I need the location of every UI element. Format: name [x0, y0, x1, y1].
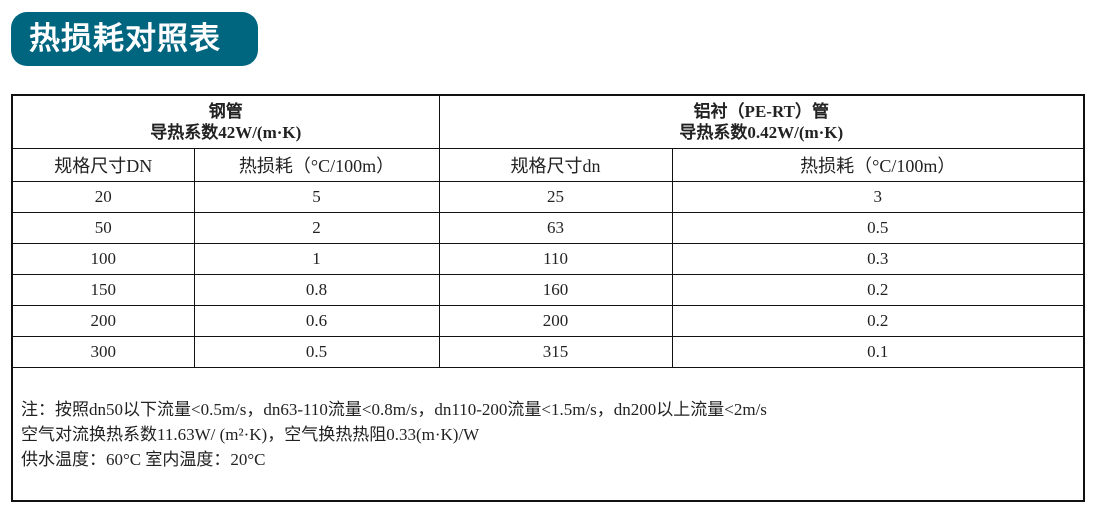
note-line: 空气对流换热系数11.63W/ (m²·K)，空气换热热阻0.33(m·K)/W	[21, 424, 480, 444]
group-header-row: 钢管导热系数42W/(m·K) 铝衬（PE-RT）管 导热系数0.42W/(m·K…	[11, 94, 1085, 149]
cell-dn: 300	[11, 336, 195, 368]
page-title: 热损耗对照表	[11, 12, 258, 66]
notes-cell: 注：按照dn50以下流量<0.5m/s，dn63-110流量<0.8m/s，dn…	[11, 367, 1085, 502]
cell-dn: 200	[11, 305, 195, 337]
steel-header: 钢管导热系数42W/(m·K)	[11, 94, 440, 149]
note-line: 供水温度：60°C 室内温度：20°C	[21, 449, 266, 469]
table-row: 300 0.5 315 0.1	[11, 336, 1085, 368]
cell-pert-loss: 3	[671, 181, 1085, 213]
table-row: 150 0.8 160 0.2	[11, 274, 1085, 306]
cell-dn2: 110	[438, 243, 673, 275]
col-pert-size: 规格尺寸dn	[438, 148, 673, 182]
notes-row: 注：按照dn50以下流量<0.5m/s，dn63-110流量<0.8m/s，dn…	[11, 367, 1085, 502]
cell-dn: 20	[11, 181, 195, 213]
pert-conductivity: 导热系数0.42W/(m·K)	[679, 123, 844, 142]
note-line: 注：按照dn50以下流量<0.5m/s，dn63-110流量<0.8m/s，dn…	[21, 399, 767, 419]
cell-steel-loss: 0.6	[193, 305, 440, 337]
cell-steel-loss: 5	[193, 181, 440, 213]
heat-loss-table: 钢管导热系数42W/(m·K) 铝衬（PE-RT）管 导热系数0.42W/(m·K…	[11, 94, 1086, 502]
table-row: 50 2 63 0.5	[11, 212, 1085, 244]
cell-dn2: 63	[438, 212, 673, 244]
col-steel-size: 规格尺寸DN	[11, 148, 195, 182]
table-row: 20 5 25 3	[11, 181, 1085, 213]
pert-name: 铝衬（PE-RT）管	[693, 102, 829, 121]
cell-steel-loss: 2	[193, 212, 440, 244]
column-header-row: 规格尺寸DN 热损耗（°C/100m） 规格尺寸dn 热损耗（°C/100m）	[11, 148, 1085, 182]
steel-name: 钢管	[208, 102, 243, 121]
cell-pert-loss: 0.2	[671, 305, 1085, 337]
cell-pert-loss: 0.5	[671, 212, 1085, 244]
cell-dn2: 160	[438, 274, 673, 306]
cell-dn2: 25	[438, 181, 673, 213]
cell-dn: 150	[11, 274, 195, 306]
cell-dn: 100	[11, 243, 195, 275]
col-pert-loss: 热损耗（°C/100m）	[671, 148, 1085, 182]
cell-steel-loss: 0.8	[193, 274, 440, 306]
cell-dn2: 200	[438, 305, 673, 337]
table-row: 200 0.6 200 0.2	[11, 305, 1085, 337]
cell-pert-loss: 0.1	[671, 336, 1085, 368]
col-steel-loss: 热损耗（°C/100m）	[193, 148, 440, 182]
cell-pert-loss: 0.3	[671, 243, 1085, 275]
cell-pert-loss: 0.2	[671, 274, 1085, 306]
table-row: 100 1 110 0.3	[11, 243, 1085, 275]
cell-steel-loss: 0.5	[193, 336, 440, 368]
steel-conductivity: 导热系数42W/(m·K)	[150, 123, 302, 142]
cell-dn: 50	[11, 212, 195, 244]
pert-header: 铝衬（PE-RT）管 导热系数0.42W/(m·K)	[438, 94, 1085, 149]
cell-steel-loss: 1	[193, 243, 440, 275]
cell-dn2: 315	[438, 336, 673, 368]
